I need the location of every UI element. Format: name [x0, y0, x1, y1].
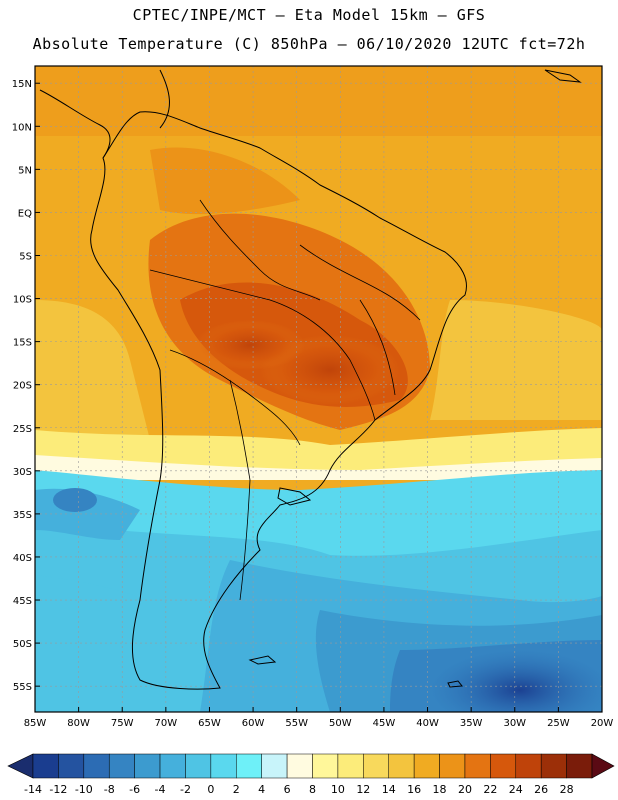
lon-tick-label: 60W	[242, 718, 265, 729]
colorbar-label: 10	[331, 783, 345, 796]
lon-tick-label: 75W	[111, 718, 134, 729]
colorbar-label: 28	[560, 783, 574, 796]
colorbar-label: -10	[75, 783, 93, 796]
map-title: CPTEC/INPE/MCT – Eta Model 15km – GFS	[132, 6, 486, 24]
plot-frame	[34, 65, 603, 713]
colorbar-label: -6	[129, 783, 140, 796]
colorbar-label: 24	[509, 783, 523, 796]
colorbar-swatch	[540, 753, 567, 779]
colorbar-swatch	[439, 753, 466, 779]
lat-tick-label: 5N	[18, 165, 32, 176]
colorbar-label: -2	[180, 783, 191, 796]
lat-tick-label: 45S	[13, 596, 32, 607]
lat-tick-label: 15S	[13, 338, 32, 349]
colorbar-min-arrow	[7, 753, 34, 779]
colorbar-label: 18	[433, 783, 447, 796]
colorbar-swatch	[185, 753, 212, 779]
colorbar-swatch	[210, 753, 237, 779]
colorbar-swatch	[58, 753, 85, 779]
lat-tick-label: EQ	[18, 208, 32, 219]
colorbar-label: -12	[49, 783, 67, 796]
lon-tick-label: 30W	[503, 718, 526, 729]
colorbar-label: 2	[233, 783, 240, 796]
colorbar: -14 -12 -10 -8 -6 -4 -2 0 2 4 6 8 10 12 14 16 18 20 22 24 26…	[7, 753, 615, 796]
colorbar-label: -8	[104, 783, 115, 796]
lat-tick-label: 15N	[12, 79, 32, 90]
lon-tick-label: 20W	[591, 718, 614, 729]
lat-tick-label: 40S	[13, 553, 32, 564]
lon-tick-label: 85W	[24, 718, 47, 729]
colorbar-label: 4	[258, 783, 265, 796]
colorbar-label: 0	[207, 783, 214, 796]
colorbar-label: 12	[356, 783, 370, 796]
temperature-field	[35, 66, 602, 712]
lat-tick-label: 30S	[13, 467, 32, 478]
colorbar-label: 22	[483, 783, 497, 796]
lon-tick-label: 40W	[416, 718, 439, 729]
colorbar-swatch	[236, 753, 262, 779]
colorbar-swatch	[363, 753, 389, 779]
colorbar-swatch	[337, 753, 364, 779]
colorbar-label: 20	[458, 783, 472, 796]
colorbar-label: -14	[24, 783, 42, 796]
colorbar-swatch	[159, 753, 186, 779]
colorbar-swatch	[286, 753, 313, 779]
lat-tick-label: 25S	[13, 424, 32, 435]
colorbar-swatch	[566, 753, 593, 779]
lat-tick-label: 35S	[13, 510, 32, 521]
coastlines	[39, 69, 582, 690]
country-borders	[149, 199, 421, 601]
colorbar-label: 26	[534, 783, 548, 796]
colorbar-swatch	[490, 753, 517, 779]
colorbar-label: 8	[309, 783, 316, 796]
lon-tick-label: 65W	[198, 718, 221, 729]
lat-tick-label: 20S	[13, 381, 32, 392]
colorbar-label: 14	[382, 783, 396, 796]
lat-tick-label: 55S	[13, 682, 32, 693]
lon-tick-label: 25W	[547, 718, 570, 729]
colorbar-swatch	[32, 753, 59, 779]
colorbar-max-arrow	[591, 753, 615, 779]
colorbar-swatch	[464, 753, 491, 779]
colorbar-label: 16	[407, 783, 421, 796]
colorbar-label: -4	[155, 783, 166, 796]
colorbar-swatch	[108, 753, 135, 779]
lat-tick-label: 10N	[12, 122, 32, 133]
lon-tick-label: 45W	[373, 718, 396, 729]
latitude-axis: 15N 10N 5N EQ 5S 10S 15S 20S 25S 30S 35S 40S 45S 50S 5…	[12, 79, 40, 693]
colorbar-label: 6	[284, 783, 291, 796]
colorbar-swatch	[134, 753, 161, 779]
colorbar-swatch	[515, 753, 542, 779]
lon-tick-label: 70W	[155, 718, 178, 729]
longitude-axis: 85W 80W 75W 70W 65W 60W 55W 50W 45W 40W 35W 30W 25W 2…	[24, 707, 614, 729]
colorbar-swatch	[388, 753, 415, 779]
lat-tick-label: 50S	[13, 639, 32, 650]
colorbar-swatch	[413, 753, 440, 779]
colorbar-swatch	[261, 753, 288, 779]
lon-tick-label: 35W	[460, 718, 483, 729]
lon-tick-label: 55W	[285, 718, 308, 729]
lon-tick-label: 50W	[329, 718, 352, 729]
colorbar-swatch	[312, 753, 339, 779]
colorbar-swatch	[83, 753, 110, 779]
lon-tick-label: 80W	[67, 718, 90, 729]
lat-tick-label: 5S	[19, 251, 32, 262]
lat-tick-label: 10S	[13, 295, 32, 306]
map-subtitle: Absolute Temperature (C) 850hPa – 06/10/…	[32, 35, 586, 53]
